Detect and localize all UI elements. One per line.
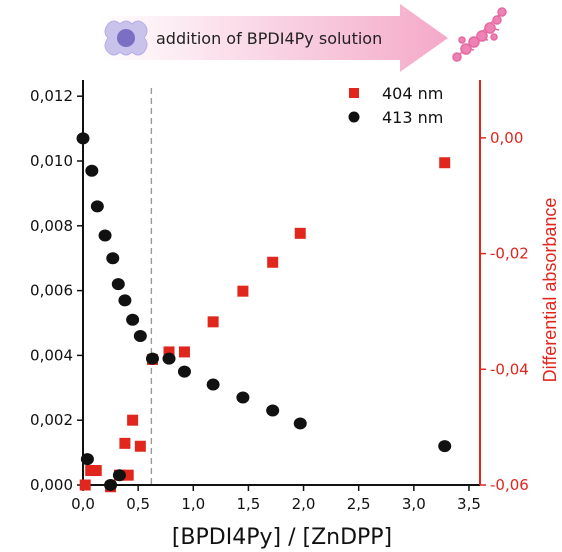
point-404nm xyxy=(267,256,279,268)
point-404nm xyxy=(122,469,134,481)
point-404nm xyxy=(90,465,102,477)
right-tick-label: -0,02 xyxy=(490,245,529,263)
x-tick-label: 3,0 xyxy=(402,495,426,513)
right-ticks: 0,00 -0,02 -0,04 -0,06 xyxy=(480,129,529,494)
left-tick-label: 0,004 xyxy=(30,346,73,364)
banner-text: addition of BPDI4Py solution xyxy=(156,29,382,48)
left-tick-label: 0,008 xyxy=(30,217,73,235)
point-413nm xyxy=(118,294,132,307)
legend-marker-404 xyxy=(349,88,359,98)
point-404nm xyxy=(134,440,146,452)
point-413nm xyxy=(145,352,159,365)
point-404nm xyxy=(237,285,249,297)
point-404nm xyxy=(85,465,97,477)
left-tick-label: 0,010 xyxy=(30,152,73,170)
point-413nm xyxy=(126,313,140,326)
left-tick-label: 0,006 xyxy=(30,282,73,300)
right-axis-label: Differential absorbance xyxy=(540,198,560,383)
x-tick-label: 2,5 xyxy=(347,495,371,513)
point-413nm xyxy=(111,278,125,291)
point-413nm xyxy=(76,132,90,145)
point-404nm xyxy=(178,346,190,358)
right-tick-label: -0,06 xyxy=(490,476,529,494)
legend-label-404: 404 nm xyxy=(382,84,443,103)
point-413nm xyxy=(106,252,120,265)
legend: 404 nm 413 nm xyxy=(348,84,443,127)
legend-label-413: 413 nm xyxy=(382,108,443,127)
point-404nm xyxy=(79,479,91,491)
point-413nm xyxy=(438,440,452,453)
point-413nm xyxy=(104,479,118,491)
point-413nm xyxy=(90,200,104,213)
left-ticks: 0,000 0,002 0,004 0,006 0,008 0,010 0,012 xyxy=(30,87,83,494)
point-404nm xyxy=(439,157,451,169)
point-404nm xyxy=(207,316,219,328)
left-tick-label: 0,012 xyxy=(30,87,73,105)
data-marks xyxy=(76,132,452,493)
point-413nm xyxy=(266,404,280,417)
point-413nm xyxy=(293,417,307,430)
point-404nm xyxy=(163,346,175,358)
left-tick-label: 0,000 xyxy=(30,476,73,494)
point-413nm xyxy=(112,469,126,482)
x-ticks: 0,0 0,5 1,0 1,5 2,0 2,5 3,0 3,5 xyxy=(71,485,481,513)
point-413nm xyxy=(85,164,99,177)
point-413nm xyxy=(236,391,250,404)
legend-marker-413 xyxy=(348,111,360,123)
molecular-assembly-icon xyxy=(452,7,507,62)
banner-arrow xyxy=(98,4,448,72)
x-tick-label: 1,0 xyxy=(181,495,205,513)
point-404nm xyxy=(127,414,139,426)
point-404nm xyxy=(119,437,131,449)
point-404nm xyxy=(294,227,306,239)
banner: addition of BPDI4Py solution xyxy=(98,4,507,72)
left-tick-label: 0,002 xyxy=(30,411,73,429)
right-tick-label: 0,00 xyxy=(490,129,523,147)
x-tick-label: 3,5 xyxy=(457,495,481,513)
x-tick-label: 2,0 xyxy=(292,495,316,513)
x-tick-label: 1,5 xyxy=(236,495,260,513)
point-413nm xyxy=(133,329,147,342)
x-tick-label: 0,5 xyxy=(126,495,150,513)
x-tick-label: 0,0 xyxy=(71,495,95,513)
point-413nm xyxy=(98,229,112,242)
cell-icon xyxy=(104,20,148,56)
point-413nm xyxy=(177,365,191,378)
point-413nm xyxy=(206,378,220,391)
point-413nm xyxy=(162,352,176,365)
x-axis-label: [BPDI4Py] / [ZnDPP] xyxy=(172,525,392,550)
point-413nm xyxy=(80,453,94,466)
right-tick-label: -0,04 xyxy=(490,360,529,378)
